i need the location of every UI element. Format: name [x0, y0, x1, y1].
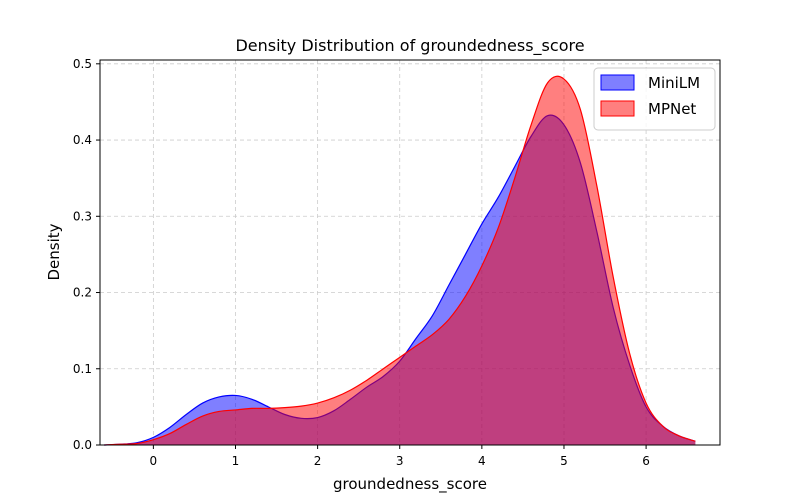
x-axis-title: groundedness_score: [333, 475, 487, 494]
legend-label-mpnet: MPNet: [648, 100, 696, 118]
series-areas: [104, 75, 696, 446]
x-tick-label: 1: [232, 454, 240, 468]
series-line-mpnet: [104, 75, 696, 446]
legend-swatch-minilm: [600, 74, 635, 91]
chart-title: Density Distribution of groundedness_sco…: [235, 36, 584, 56]
y-tick-label: 0.3: [73, 209, 92, 223]
y-axis-title: Density: [45, 223, 63, 280]
axis-ticks: 0 1 2 3 4 5 6 0.0 0.1 0.2 0.3 0.4 0.5: [73, 57, 650, 468]
legend: MiniLM MPNet: [593, 67, 716, 131]
x-tick-label: 4: [478, 454, 486, 468]
series-area-mpnet: [104, 76, 696, 446]
legend-label-minilm: MiniLM: [648, 74, 700, 92]
y-tick-label: 0.2: [73, 286, 92, 300]
y-tick-label: 0.4: [73, 133, 92, 147]
x-tick-label: 6: [642, 454, 650, 468]
y-tick-label: 0.5: [73, 57, 92, 71]
x-tick-label: 2: [314, 454, 322, 468]
x-tick-label: 3: [396, 454, 404, 468]
x-tick-label: 5: [560, 454, 568, 468]
plot-frame: [99, 59, 721, 446]
legend-swatch-mpnet: [600, 100, 635, 117]
x-tick-label: 0: [150, 454, 158, 468]
y-tick-label: 0.0: [73, 438, 92, 452]
y-tick-label: 0.1: [73, 362, 92, 376]
